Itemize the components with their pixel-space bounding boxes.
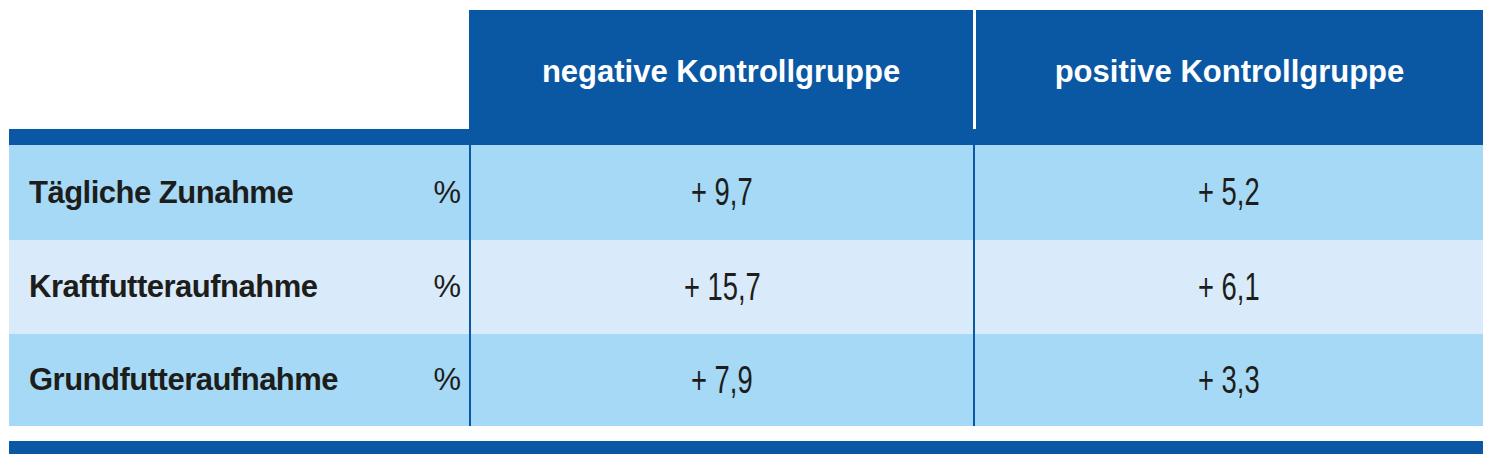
comparison-table: negative Kontrollgruppe positive Kontrol…	[0, 0, 1493, 468]
value-cell-positive: + 6,1	[973, 240, 1483, 334]
unit-label: %	[433, 269, 461, 305]
table-row-taegliche-zunahme: Tägliche Zunahme % + 9,7 + 5,2	[9, 145, 1483, 240]
value-text: + 9,7	[691, 171, 753, 214]
value-cell-negative: + 9,7	[469, 145, 973, 240]
table-row-grundfutteraufnahme: Grundfutteraufnahme % + 7,9 + 3,3	[9, 334, 1483, 426]
row-header-cell: Grundfutteraufnahme %	[9, 334, 469, 426]
column-header-positive-kontrollgruppe: positive Kontrollgruppe	[976, 10, 1483, 145]
row-header-cell: Kraftfutteraufnahme %	[9, 240, 469, 334]
table-row-kraftfutteraufnahme: Kraftfutteraufnahme % + 15,7 + 6,1	[9, 240, 1483, 334]
row-label: Tägliche Zunahme	[29, 175, 293, 211]
bottom-accent-bar	[9, 441, 1483, 454]
column-header-negative-kontrollgruppe: negative Kontrollgruppe	[469, 10, 973, 145]
row-label: Kraftfutteraufnahme	[29, 269, 317, 305]
value-cell-positive: + 5,2	[973, 145, 1483, 240]
table-body: Tägliche Zunahme % + 9,7 + 5,2 Kraftfutt…	[9, 145, 1483, 426]
value-text: + 15,7	[684, 266, 761, 309]
value-text: + 3,3	[1198, 359, 1260, 402]
value-cell-positive: + 3,3	[973, 334, 1483, 426]
value-text: + 6,1	[1198, 266, 1260, 309]
header-accent-band	[9, 129, 1483, 145]
value-text: + 5,2	[1198, 171, 1260, 214]
unit-label: %	[433, 362, 461, 398]
unit-label: %	[433, 175, 461, 211]
row-label: Grundfutteraufnahme	[29, 362, 338, 398]
value-cell-negative: + 7,9	[469, 334, 973, 426]
value-text: + 7,9	[691, 359, 753, 402]
value-cell-negative: + 15,7	[469, 240, 973, 334]
row-header-cell: Tägliche Zunahme %	[9, 145, 469, 240]
